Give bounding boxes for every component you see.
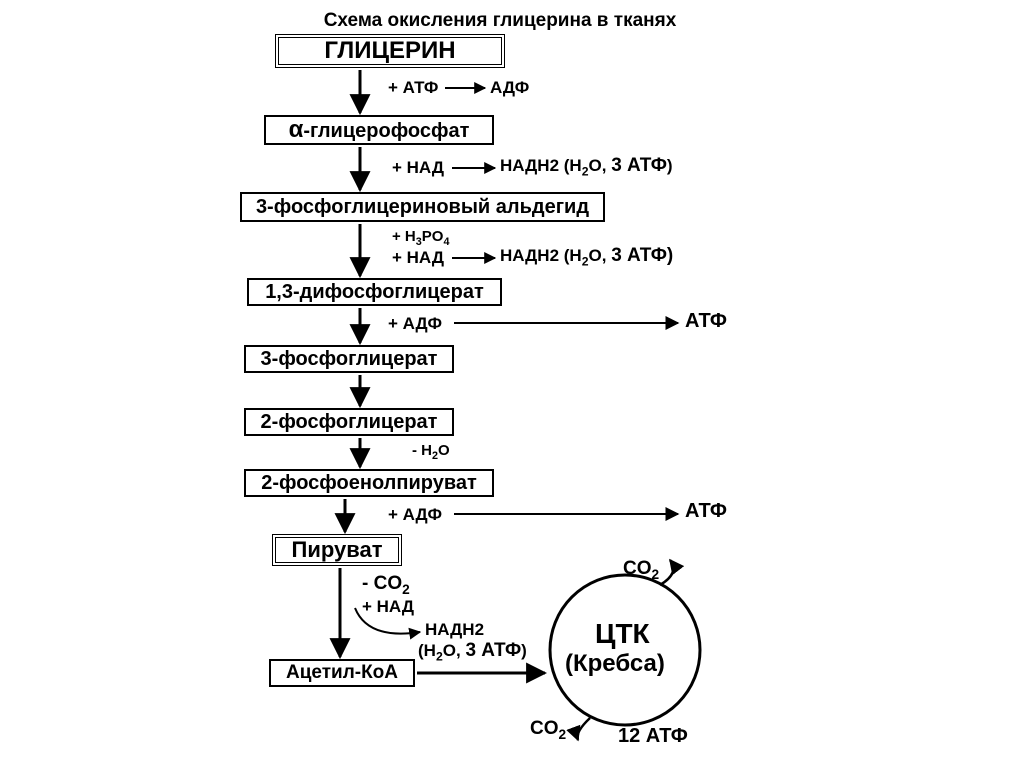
krebs-label-2: (Кребса) [565, 650, 665, 678]
annot-12atp: 12 АТФ [618, 725, 688, 748]
krebs-label-1: ЦТК [595, 618, 650, 650]
annot-h2o-out: - H2O [412, 442, 450, 459]
arrow-co2-bot [578, 718, 591, 740]
arrow-co2-top [660, 560, 673, 585]
annot-nadh2-1: НАДН2 (H2O, 3 АТФ) [500, 155, 673, 177]
annot-nadh2-3a: НАДН2 [425, 620, 484, 640]
node-text: 3-фосфоглицериновый альдегид [256, 196, 589, 219]
node-text: 1,3-дифосфоглицерат [265, 281, 484, 304]
annot-adp-in-1: + АДФ [388, 314, 442, 334]
node-2-phosphoenolpyruvate: 2-фосфоенолпируват [244, 469, 494, 497]
node-text: 2-фосфоенолпируват [261, 472, 477, 495]
node-text: Пируват [292, 537, 383, 563]
annot-atp-out-1: АТФ [685, 310, 727, 333]
node-2-phosphoglycerate: 2-фосфоглицерат [244, 408, 454, 436]
annot-co2-bot: CO2 [530, 718, 566, 740]
annot-nad-in-2: + НАД [392, 248, 444, 268]
diagram-stage: Схема окисления глицерина в тканях ГЛИЦЕ… [0, 0, 1024, 767]
annot-adp-out: АДФ [490, 78, 529, 98]
annot-nad-in-3: + НАД [362, 597, 414, 617]
node-glycerin: ГЛИЦЕРИН [275, 34, 505, 68]
annot-nadh2-2: НАДН2 (H2O, 3 АТФ) [500, 245, 673, 267]
node-text: ГЛИЦЕРИН [324, 37, 455, 65]
node-acetyl-coa: Ацетил-КоА [269, 659, 415, 687]
annot-co2-loss: - CO2 [362, 573, 410, 595]
annot-co2-top: CO2 [623, 558, 659, 580]
annot-adp-in-2: + АДФ [388, 505, 442, 525]
annot-atp-out-2: АТФ [685, 500, 727, 523]
node-text: Ацетил-КоА [286, 662, 398, 684]
node-3-phosphoglyceraldehyde: 3-фосфоглицериновый альдегид [240, 192, 605, 222]
annot-nadh2-3b: (H2O, 3 АТФ) [418, 640, 527, 662]
diagram-title: Схема окисления глицерина в тканях [235, 10, 765, 32]
annot-atp-in: + АТФ [388, 78, 438, 98]
node-text: αα-глицерофосфат-глицерофосфат [289, 116, 470, 144]
node-alpha-glycerophosphate: αα-глицерофосфат-глицерофосфат [264, 115, 494, 145]
node-pyruvate: Пируват [272, 534, 402, 566]
node-3-phosphoglycerate: 3-фосфоглицерат [244, 345, 454, 373]
node-text: 2-фосфоглицерат [261, 411, 438, 434]
node-text: 3-фосфоглицерат [261, 348, 438, 371]
node-13-diphosphoglycerate: 1,3-дифосфоглицерат [247, 278, 502, 306]
annot-h3po4: + H3PO4 [392, 228, 449, 245]
annot-nad-in-1: + НАД [392, 158, 444, 178]
